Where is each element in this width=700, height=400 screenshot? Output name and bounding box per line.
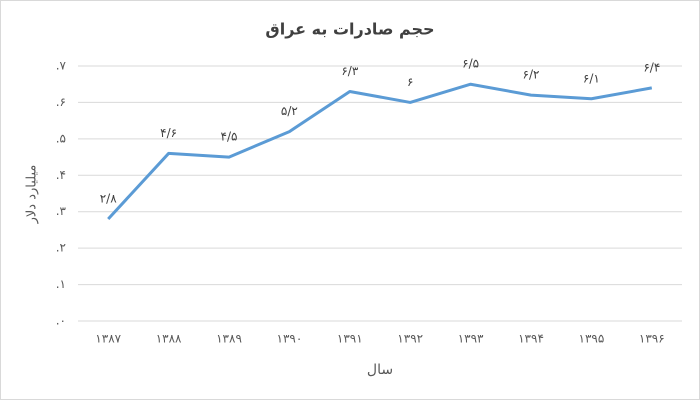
y-tick-label: .۷ (56, 59, 67, 73)
x-tick-label: ۱۳۹۲ (397, 332, 423, 346)
x-tick-label: ۱۳۹۴ (518, 332, 544, 346)
data-line (107, 82, 653, 221)
y-tick-label: .۲ (56, 241, 66, 255)
x-tick-label: ۱۳۹۰ (277, 332, 303, 346)
data-label: ۶/۲ (523, 68, 540, 82)
data-label: ۶/۱ (583, 71, 600, 85)
x-tick-label: ۱۳۸۷ (95, 332, 121, 346)
data-label: ۶/۵ (462, 57, 479, 71)
y-tick-label: .۵ (56, 131, 66, 145)
data-label: ۲/۸ (100, 192, 117, 206)
data-label: ۶/۳ (341, 64, 358, 78)
data-label: ۴/۵ (221, 130, 238, 144)
x-tick-label: ۱۳۸۸ (156, 332, 182, 346)
y-tick-label: .۳ (56, 204, 67, 218)
x-tick-label: ۱۳۸۹ (216, 332, 242, 346)
data-label: ۶ (407, 75, 413, 89)
y-tick-label: .۰ (56, 314, 66, 328)
data-label: ۶/۴ (643, 60, 660, 74)
x-tick-label: ۱۳۹۱ (337, 332, 363, 346)
y-tick-label: .۱ (56, 277, 66, 291)
data-label: ۵/۲ (281, 104, 298, 118)
x-tick-label: ۱۳۹۶ (639, 332, 665, 346)
chart-title: حجم صادرات به عراق (265, 20, 434, 39)
data-label: ۴/۶ (160, 126, 177, 140)
y-axis-label: میلیارد دلار (25, 165, 40, 225)
y-tick-label: .۶ (56, 95, 66, 109)
x-axis-label: سال (367, 362, 393, 378)
x-tick-label: ۱۳۹۵ (579, 332, 605, 346)
x-tick-label: ۱۳۹۳ (458, 332, 484, 346)
y-tick-label: .۴ (56, 168, 66, 182)
